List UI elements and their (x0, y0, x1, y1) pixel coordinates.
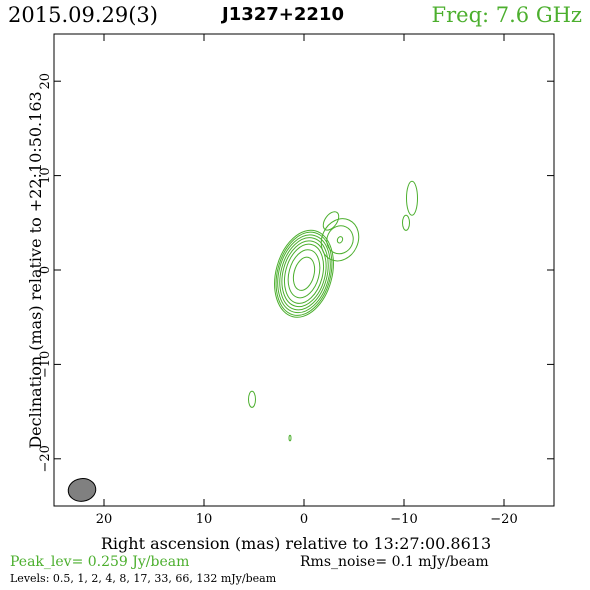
y-tick-label: 20 (38, 73, 53, 90)
y-tick-label: 0 (38, 266, 53, 274)
y-tick-label: −10 (38, 351, 53, 378)
contour-core (279, 237, 329, 311)
contour-jet-knot (336, 236, 344, 244)
peak-level: Peak_lev= 0.259 Jy/beam (10, 554, 190, 570)
contour-faint-dot (288, 434, 292, 442)
plot-frame (53, 33, 555, 507)
x-tick-label: −20 (490, 512, 517, 527)
x-tick-label: 10 (196, 512, 213, 527)
y-axis-label: Declination (mas) relative to +22:10:50.… (26, 91, 45, 448)
contour-levels: Levels: 0.5, 1, 2, 4, 8, 17, 33, 66, 132… (10, 572, 277, 585)
x-tick-label: 20 (96, 512, 113, 527)
beam-ellipse (67, 478, 97, 502)
y-tick-label: 10 (38, 167, 53, 184)
frequency-label: Freq: 7.6 GHz (431, 3, 582, 27)
contour-core (281, 240, 327, 308)
contour-core (277, 234, 331, 314)
x-axis-label: Right ascension (mas) relative to 13:27:… (101, 534, 491, 553)
contour-core (274, 229, 334, 318)
y-tick-label: −20 (38, 445, 53, 472)
x-tick-label: −10 (390, 512, 417, 527)
contour-outer-knot-a (406, 180, 418, 216)
contour-jet-tail (322, 211, 340, 231)
contour-core (275, 231, 333, 316)
observation-date: 2015.09.29(3) (8, 3, 158, 27)
contour-core (287, 249, 321, 299)
contour-outer-knot-b (402, 214, 410, 231)
source-name: J1327+2210 (222, 4, 344, 25)
contour-jet-knot (320, 218, 360, 262)
contour-core (292, 256, 316, 291)
contour-jet-knot (326, 225, 354, 255)
contour-south-knot (248, 390, 256, 408)
x-tick-label: 0 (300, 512, 308, 527)
contour-core (283, 243, 325, 304)
rms-noise: Rms_noise= 0.1 mJy/beam (300, 554, 489, 570)
